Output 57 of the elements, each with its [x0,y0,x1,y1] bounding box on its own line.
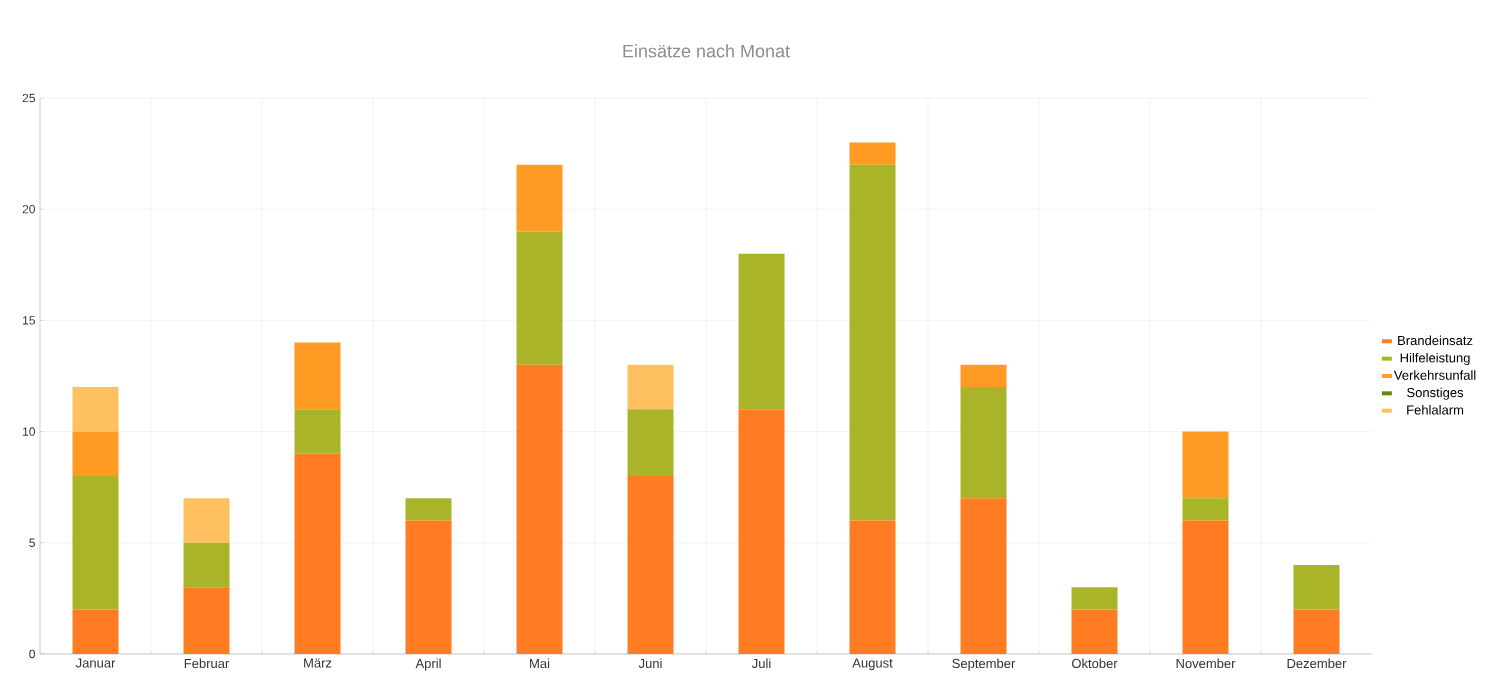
bar [405,498,452,521]
bar [738,409,785,654]
bar [72,609,119,654]
bar [627,364,674,410]
x-tick-label: März [304,658,332,668]
legend-label: Fehlalarm [1407,405,1464,415]
legend-label: Hilfeleistung [1400,352,1470,366]
legend-label: Brandeinsatz [1398,335,1473,346]
bar [1182,520,1229,654]
x-tick-label: Juni [638,658,662,669]
bar [849,520,896,654]
bar [294,409,341,454]
y-tick-label: 5 [29,538,35,547]
bar [1071,609,1118,654]
x-tick-label: Mai [530,658,550,669]
x-tick-label: Dezember [1287,658,1347,669]
bar [294,453,341,654]
bar [72,431,119,477]
bar [960,498,1007,654]
bar [960,364,1007,388]
y-tick-label: 0 [29,649,36,659]
bar [405,520,452,654]
bar [627,409,674,477]
bar [849,164,896,521]
y-tick-label: 10 [23,427,36,436]
bar [1293,609,1340,654]
bar [627,476,674,654]
bar [183,498,230,543]
legend-label: Verkehrsunfall [1393,370,1476,380]
bar [738,253,785,410]
bar [516,164,563,232]
x-tick-label: Januar [75,658,116,668]
y-tick-label: 20 [22,204,36,214]
x-tick-label: Oktober [1072,658,1118,669]
x-tick-label: Februar [184,658,230,669]
bar [849,142,896,165]
bar [183,542,230,588]
bar [72,387,119,432]
x-tick-label: November [1176,658,1236,669]
bar [183,587,230,654]
y-tick-label: 25 [22,93,35,103]
bar [516,231,563,365]
x-tick-label: August [852,658,893,671]
chart-title: Einsätze nach Monat [623,44,790,58]
bar [960,387,1007,499]
x-tick-label: April [415,658,441,671]
bar [516,364,563,654]
bar [1293,565,1340,610]
x-tick-label: September [952,658,1016,671]
x-tick-label: Juli [751,658,771,669]
bar [1182,498,1229,521]
bar [1182,431,1229,499]
bar [1071,587,1118,610]
bar [72,476,119,610]
bar [294,342,341,410]
y-tick-label: 15 [23,316,35,325]
legend-label: Sonstiges [1407,387,1464,400]
